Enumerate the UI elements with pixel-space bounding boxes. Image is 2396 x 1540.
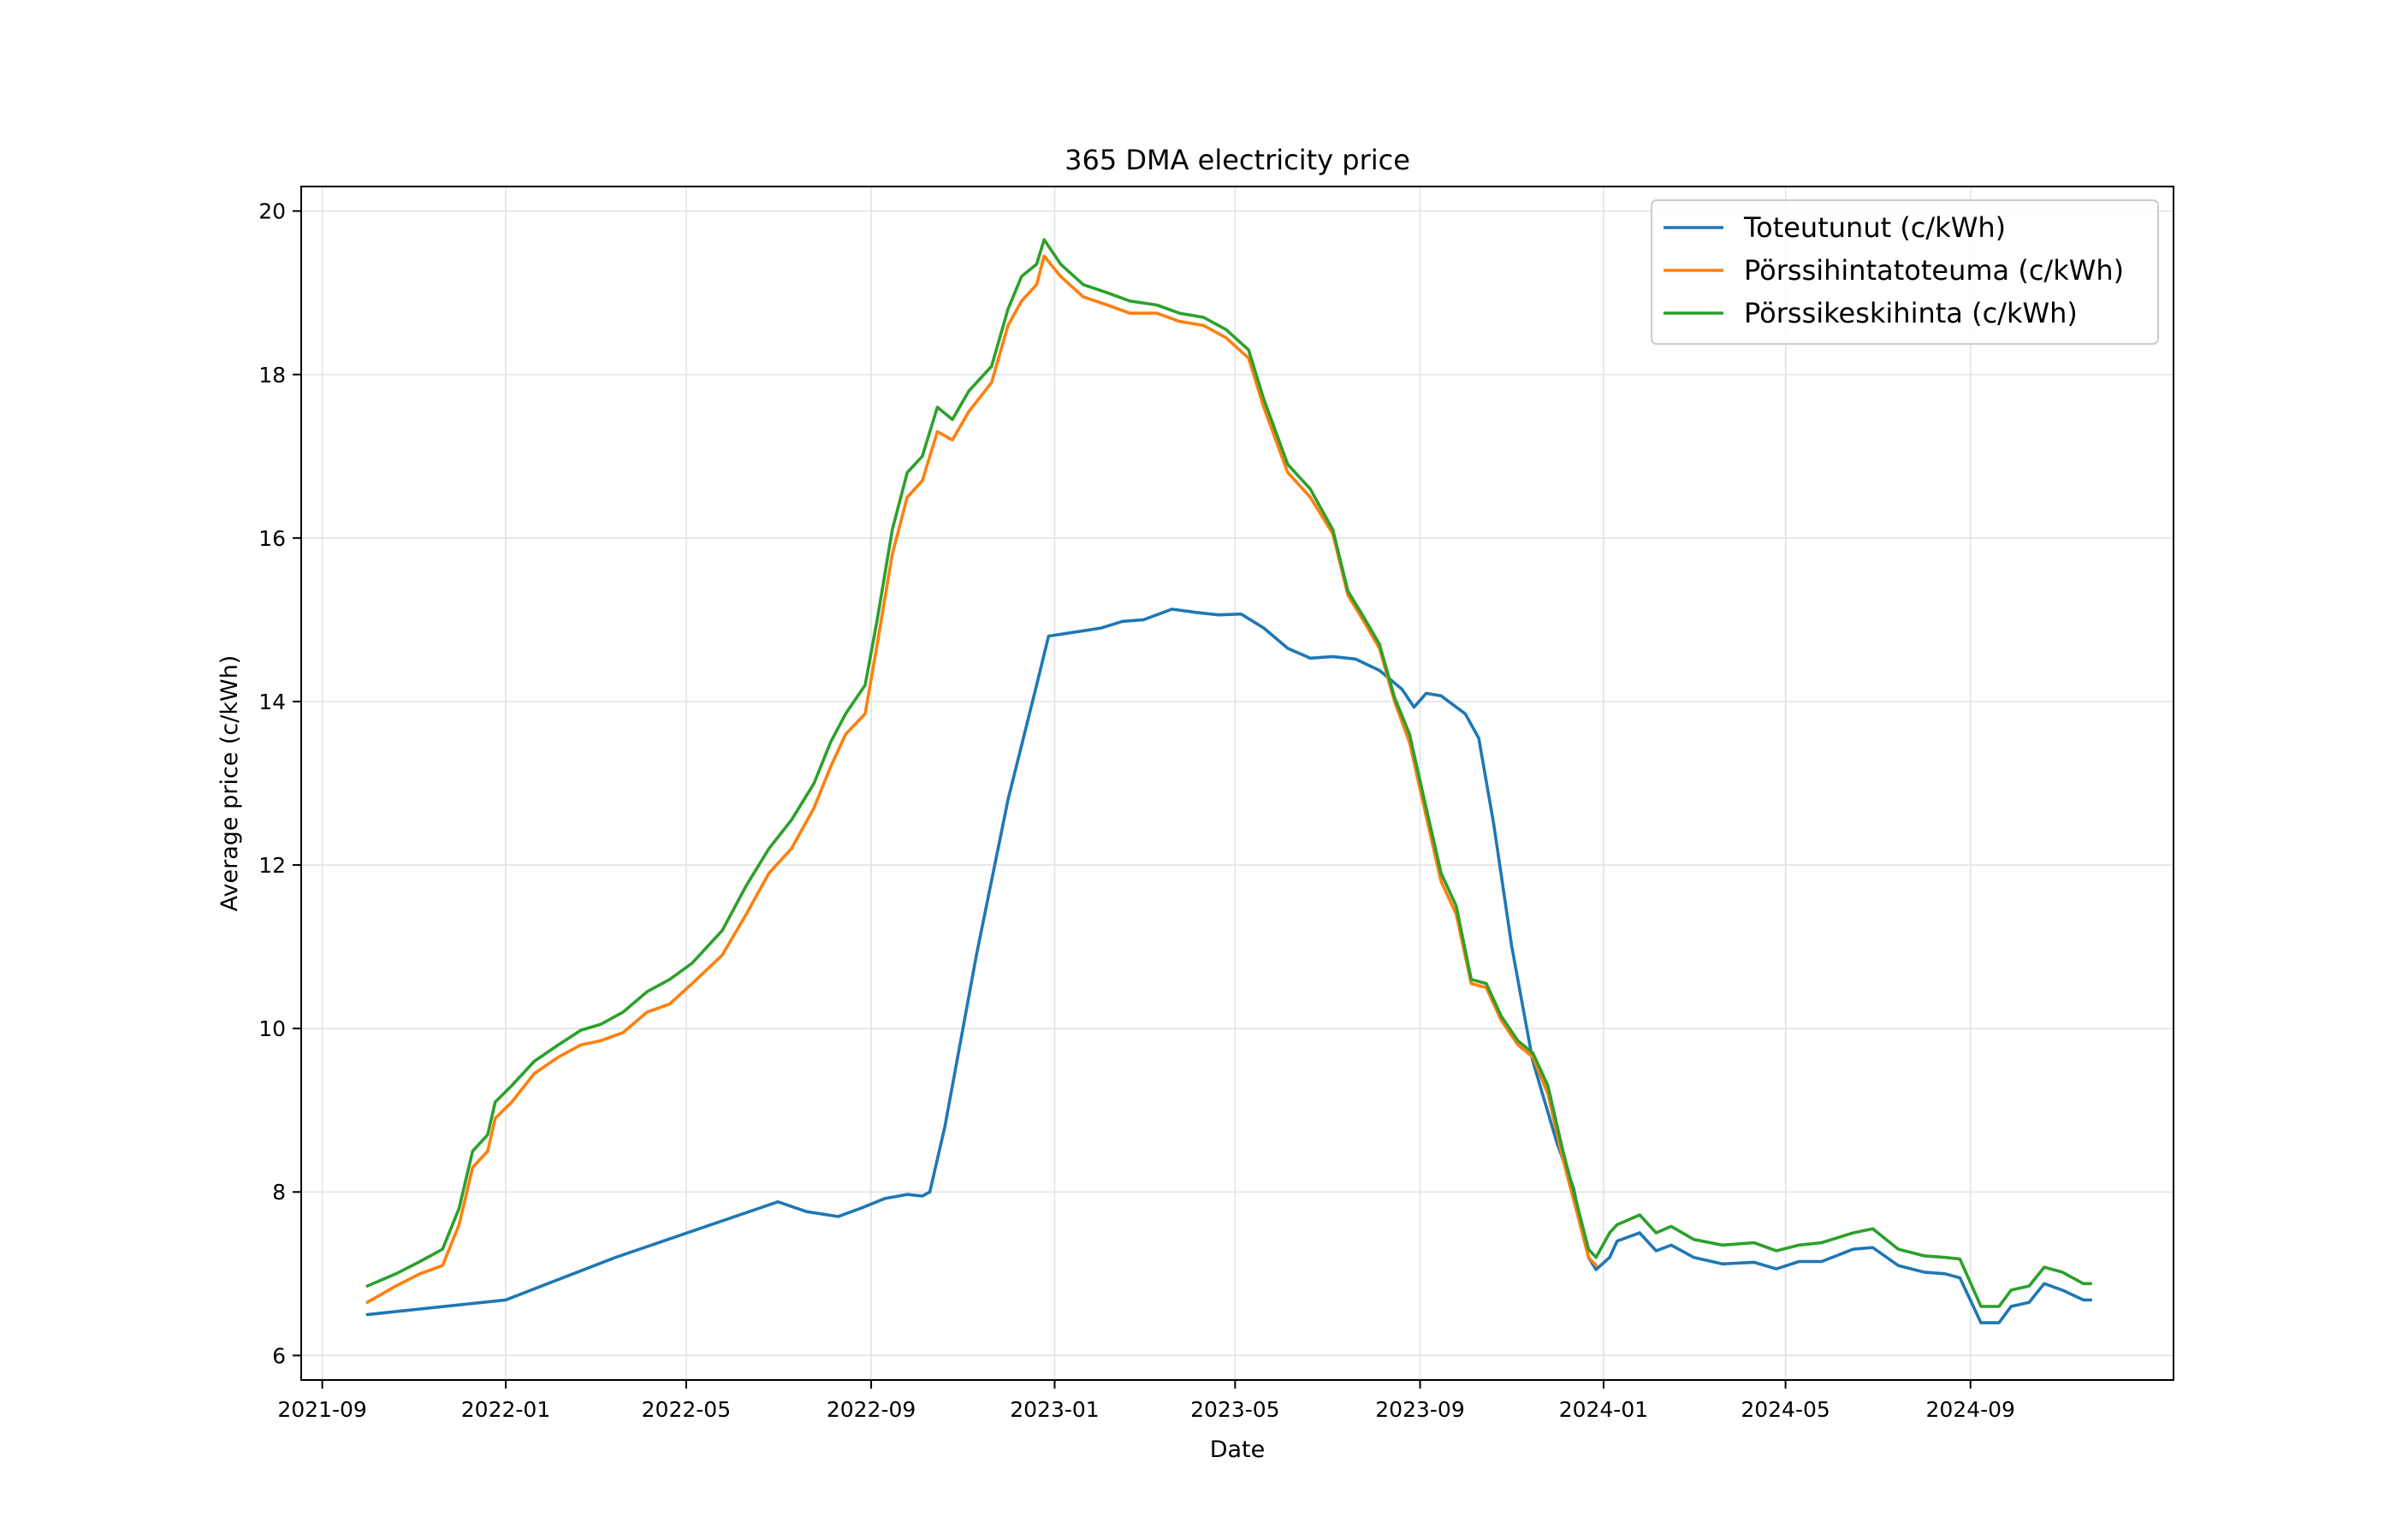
plot-frame [300,186,2174,1381]
x-tick-label: 2024-01 [1559,1397,1648,1422]
y-tick-label: 20 [258,199,286,224]
y-tick-label: 16 [258,526,286,551]
x-axis-title: Date [1210,1436,1266,1463]
legend-label-p-rssikeskihinta-c-kwh: Pörssikeskihinta (c/kWh) [1744,297,2078,329]
series-lines [365,238,2093,1324]
y-axis-title: Average price (c/kWh) [216,655,243,912]
y-tick-label: 14 [258,690,286,714]
x-tick-label: 2022-05 [642,1397,731,1422]
gridlines [301,187,2174,1380]
series-line-p-rssihintatoteuma-c-kwh [365,254,1598,1304]
chart-title: 365 DMA electricity price [1065,144,1410,176]
y-tick-label: 10 [258,1016,286,1041]
y-tick-label: 6 [272,1343,286,1368]
series-line-p-rssikeskihinta-c-kwh [365,238,2093,1308]
y-tick-label: 12 [258,853,286,878]
legend-box [1651,199,2159,345]
legend-label-p-rssihintatoteuma-c-kwh: Pörssihintatoteuma (c/kWh) [1744,254,2124,287]
x-tick-label: 2022-09 [827,1397,916,1422]
y-tick-label: 8 [272,1180,286,1205]
x-tick-label: 2023-01 [1010,1397,1099,1422]
legend-label-toteutunut-c-kwh: Toteutunut (c/kWh) [1743,211,2006,244]
axis-ticks: 2021-09 2022-01 2022-05 2022-09 2023-01 2023-… [258,199,2015,1422]
x-tick-label: 2023-05 [1190,1397,1279,1422]
x-tick-label: 2024-05 [1741,1397,1830,1422]
legend: Toteutunut (c/kWh) Pörssihintatoteuma (c/… [1651,199,2159,345]
x-tick-label: 2024-09 [1926,1397,2015,1422]
series-line-toteutunut-c-kwh [365,607,2093,1324]
x-tick-label: 2021-09 [277,1397,366,1422]
x-tick-label: 2023-09 [1375,1397,1464,1422]
y-tick-label: 18 [258,363,286,388]
x-tick-label: 2022-01 [461,1397,550,1422]
